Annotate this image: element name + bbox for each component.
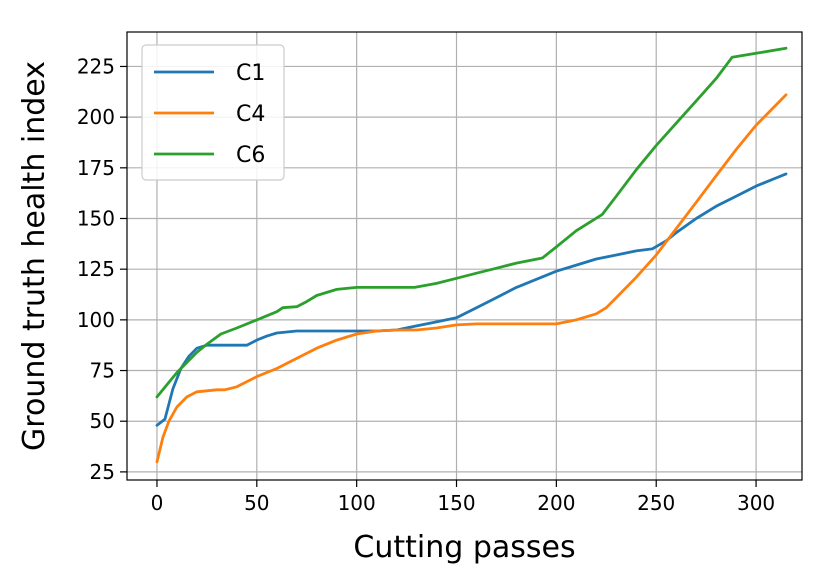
legend-label-c4: C4 [236, 102, 265, 127]
y-tick-label: 100 [77, 308, 115, 332]
x-tick-label: 250 [637, 491, 675, 515]
y-tick-label: 150 [77, 206, 115, 230]
series-line-c4 [155, 93, 788, 464]
x-tick-label: 0 [151, 491, 164, 515]
x-tick-label: 100 [338, 491, 376, 515]
x-axis-label: Cutting passes [353, 530, 575, 565]
y-tick-label: 125 [77, 257, 115, 281]
legend-label-c6: C6 [236, 143, 265, 168]
y-axis-label: Ground truth health index [17, 61, 52, 451]
x-tick-label: 50 [244, 491, 269, 515]
x-tick-label: 300 [737, 491, 775, 515]
y-tick-label: 75 [90, 359, 115, 383]
legend-label-c1: C1 [236, 61, 265, 86]
y-tick-label: 25 [90, 460, 115, 484]
y-tick-label: 50 [90, 409, 115, 433]
legend: C1 C4 C6 [141, 44, 285, 181]
series-line-c1 [155, 172, 788, 427]
y-tick-label: 175 [77, 156, 115, 180]
y-tick-label: 225 [77, 54, 115, 78]
series-line-c6 [155, 46, 788, 399]
plot-frame [126, 31, 803, 481]
series-lines [155, 46, 788, 464]
y-axis-ticks: 25 50 75 100 125 150 175 200 225 [77, 54, 127, 484]
x-axis-ticks: 0 50 100 150 200 250 300 [151, 480, 775, 515]
x-tick-label: 200 [537, 491, 575, 515]
y-tick-label: 200 [77, 105, 115, 129]
x-tick-label: 150 [437, 491, 475, 515]
